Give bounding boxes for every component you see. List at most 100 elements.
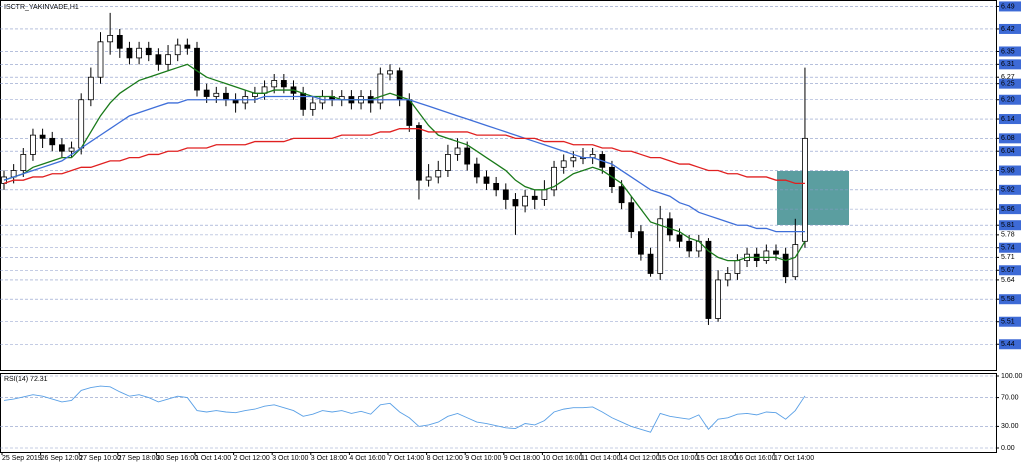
candle-body [522, 195, 528, 207]
candle-body [78, 99, 85, 149]
x-tick-label: 30 Sep 16:00 [156, 455, 198, 462]
x-tick-label: 3 Oct 18:00 [311, 455, 347, 462]
candle-body [763, 250, 770, 262]
candle-body [30, 134, 36, 155]
x-tick-label: 9 Oct 18:00 [504, 455, 540, 462]
candle-body [666, 218, 673, 236]
candle-body [541, 189, 548, 200]
price-label-box [999, 59, 1021, 70]
price-label-box [999, 204, 1021, 215]
price-label-box [999, 46, 1021, 57]
y-tick-label: 5.86 [1001, 206, 1015, 213]
candle-body [87, 76, 94, 101]
candle-body [802, 137, 808, 242]
candle-body [647, 253, 654, 274]
price-label-box [999, 78, 1021, 89]
candle-body [416, 125, 422, 181]
y-tick-label: 5.51 [1001, 319, 1015, 326]
candle-body [377, 73, 384, 104]
y-tick-label: 6.35 [1001, 48, 1015, 55]
candle-body [551, 166, 557, 191]
line-series [3, 128, 805, 185]
x-tick-label: 15 Oct 10:00 [658, 455, 698, 462]
candle-body [97, 41, 104, 78]
candle-body [203, 89, 210, 97]
price-label-box [999, 146, 1021, 157]
x-tick-label: 7 Oct 14:00 [388, 455, 424, 462]
candle-body [483, 176, 490, 184]
candle-body [280, 80, 287, 88]
candle-body [49, 137, 56, 146]
candle-body [773, 250, 779, 255]
candle-body [502, 189, 509, 200]
price-label-box [999, 94, 1021, 105]
line-series [3, 95, 805, 233]
candle-body [406, 99, 413, 126]
x-tick-label: 8 Oct 12:00 [427, 455, 463, 462]
candle-body [724, 273, 731, 281]
main-panel [0, 0, 997, 371]
y-tick-label: 6.08 [1001, 135, 1015, 142]
y-tick-label: 70.00 [1001, 394, 1019, 401]
candle-body [213, 92, 220, 97]
x-tick-label: 2 Oct 12:00 [234, 455, 270, 462]
candle-body [223, 92, 229, 101]
candle-body [435, 170, 442, 178]
price-label-box [999, 133, 1021, 144]
x-tick-label: 4 Oct 16:00 [349, 455, 385, 462]
candle-body [126, 47, 133, 59]
candle-body [155, 54, 162, 65]
candle-body [39, 134, 46, 139]
y-tick-label: 5.44 [1001, 341, 1015, 348]
candle-body [20, 154, 27, 171]
x-tick-label: 9 Oct 10:00 [465, 455, 501, 462]
candle-body [184, 44, 191, 49]
candle-body [300, 92, 307, 110]
line-series [3, 385, 806, 433]
candle-body [444, 154, 451, 171]
candle-body [116, 34, 123, 49]
candle-body [136, 47, 143, 59]
candle-body [145, 47, 152, 56]
x-tick-label: 17 Oct 14:00 [774, 455, 814, 462]
y-tick-label: 6.14 [1001, 116, 1015, 123]
candle-body [473, 163, 480, 178]
x-tick-label: 15 Oct 18:00 [697, 455, 737, 462]
candle-body [425, 176, 432, 181]
candle-body [271, 80, 278, 88]
chart-title: ISCTR_YAKINVADE,H1 [4, 4, 79, 11]
price-label-box [999, 242, 1021, 253]
candle-body [618, 186, 625, 204]
candle-body [705, 240, 712, 319]
y-tick-label: 5.71 [1001, 254, 1015, 261]
x-tick-label: 27 Sep 10:00 [79, 455, 121, 462]
y-tick-label: 6.20 [1001, 97, 1015, 104]
rsi-panel [0, 373, 997, 453]
x-tick-label: 1 Oct 14:00 [195, 455, 231, 462]
y-tick-label: 6.49 [1001, 3, 1015, 10]
y-tick-label: 6.31 [1001, 61, 1015, 68]
price-label-box [999, 339, 1021, 350]
candle-body [531, 195, 538, 200]
y-tick-label: 6.42 [1001, 26, 1015, 33]
rsi-title: RSI(14) 72.31 [4, 376, 48, 383]
candle-body [107, 34, 114, 43]
y-tick-label: 5.64 [1001, 277, 1015, 284]
y-tick-label: 5.74 [1001, 245, 1015, 252]
y-tick-label: 100.00 [1001, 373, 1023, 380]
candle-body [734, 260, 741, 274]
candle-body [715, 279, 721, 319]
price-label-box [999, 316, 1021, 327]
rectangle-object [777, 171, 849, 225]
candle-body [638, 231, 644, 255]
x-tick-label: 14 Oct 12:00 [620, 455, 660, 462]
candle-body [309, 102, 316, 110]
price-label-box [999, 220, 1021, 231]
y-tick-label: 0.00 [1001, 445, 1015, 452]
price-label-box [999, 165, 1021, 176]
candle-body [464, 147, 471, 165]
y-tick-label: 5.78 [1001, 232, 1015, 239]
x-tick-label: 26 Sep 12:00 [41, 455, 83, 462]
